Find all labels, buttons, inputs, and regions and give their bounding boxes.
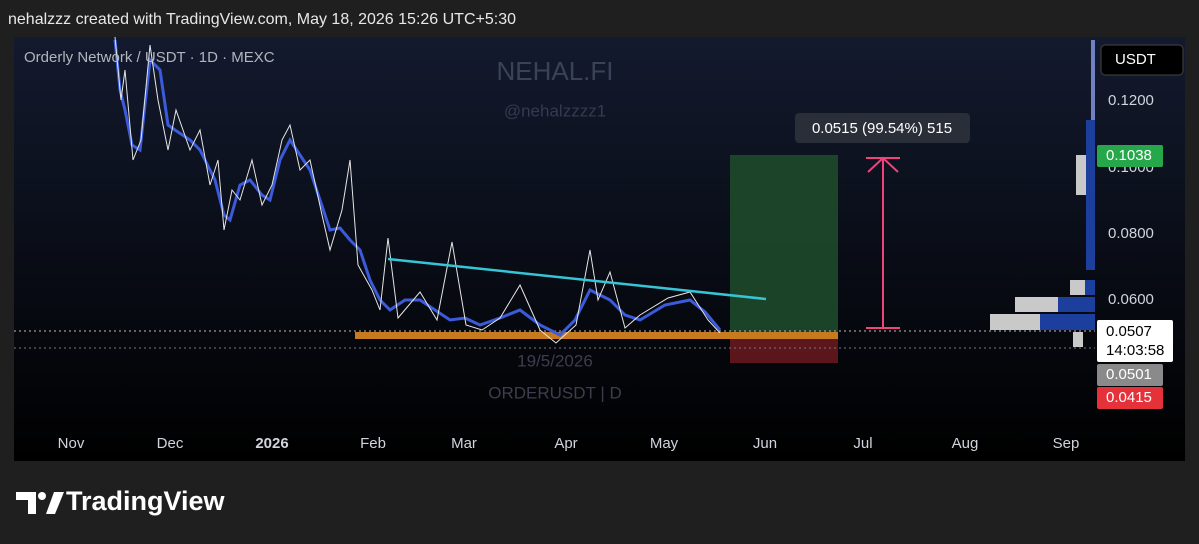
entry-tag: 0.0501 — [1106, 366, 1152, 383]
time-label: Jun — [753, 435, 777, 452]
last-tag-box — [1097, 320, 1173, 362]
currency[interactable]: USDT — [1115, 51, 1156, 68]
price-label: 0.0600 — [1108, 291, 1154, 308]
vp-bar — [1086, 120, 1095, 270]
countdown: 14:03:58 — [1106, 342, 1164, 359]
time-label: Jul — [853, 435, 872, 452]
measure-label: 0.0515 (99.54%) 515 — [812, 120, 952, 137]
vp-bar — [1058, 297, 1095, 312]
header-text: nehalzzz created with TradingView.com, M… — [8, 11, 516, 28]
watermark-handle: @nehalzzzz1 — [504, 101, 606, 120]
price-wicks — [114, 36, 721, 344]
time-label: May — [650, 435, 679, 452]
price-label: 0.0800 — [1108, 225, 1154, 242]
price-label: 0.1200 — [1108, 92, 1154, 109]
logo-icon — [16, 492, 64, 514]
time-label: Aug — [952, 435, 979, 452]
vp-bar — [1091, 40, 1095, 120]
entry-tag-box — [1097, 364, 1163, 386]
logo-part — [16, 492, 36, 514]
time-label: 2026 — [255, 435, 288, 452]
time-label: Nov — [58, 435, 85, 452]
target-tag: 0.1038 — [1106, 147, 1152, 164]
currency-box[interactable] — [1100, 44, 1184, 76]
watermark-date: 19/5/2026 — [517, 351, 593, 370]
measure-label-box — [795, 113, 970, 143]
trendline — [387, 257, 767, 301]
chart-panel — [14, 37, 1185, 461]
time-label: Mar — [451, 435, 477, 452]
vp-bar — [1040, 314, 1095, 330]
vp-bar — [1070, 280, 1085, 295]
vp-bar — [1085, 280, 1095, 295]
logo-part — [46, 492, 64, 514]
vp-bar — [1073, 332, 1083, 347]
vp-bar — [1015, 297, 1060, 312]
time-label: Feb — [360, 435, 386, 452]
watermark-title: NEHAL.FI — [496, 56, 613, 86]
price-candles — [113, 39, 722, 337]
time-label: Apr — [554, 435, 577, 452]
logo-part — [38, 492, 46, 500]
symbol-title: Orderly Network / USDT · 1D · MEXC — [24, 49, 275, 66]
profit-zone — [730, 155, 838, 331]
watermark-ticker: ORDERUSDT | D — [488, 383, 622, 402]
time-label: Dec — [157, 435, 184, 452]
stop-tag-box — [1097, 387, 1163, 409]
stop-tag: 0.0415 — [1106, 389, 1152, 406]
target-tag-box — [1097, 145, 1163, 167]
footer-brand: TradingView — [66, 486, 226, 516]
support-band — [355, 332, 838, 339]
volume-profile — [990, 40, 1095, 347]
last-tag: 0.0507 — [1106, 323, 1152, 340]
time-label: Sep — [1053, 435, 1080, 452]
vp-bar — [1076, 155, 1086, 195]
